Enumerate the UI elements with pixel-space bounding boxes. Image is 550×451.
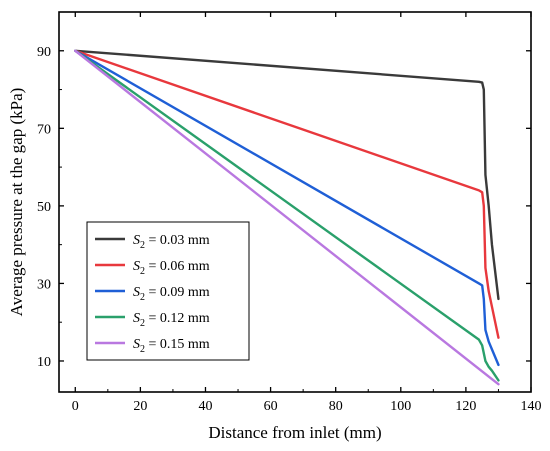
legend-label: S2 = 0.15 mm (133, 337, 210, 355)
plot-area: 0 20 40 60 80 100 120 140 10 30 50 70 90 Distance fro… (7, 11, 542, 442)
y-tick-label: 10 (37, 355, 51, 370)
legend-label: S2 = 0.12 mm (133, 311, 210, 329)
x-tick-label: 100 (390, 399, 411, 414)
y-tick-label: 30 (37, 277, 51, 292)
y-tick-label: 50 (37, 200, 51, 215)
series-line-5 (74, 49, 500, 386)
legend: S2 = 0.03 mm S2 = 0.06 mm S2 = 0.09 mm S2 =… (86, 221, 250, 361)
y-tick-label: 70 (37, 122, 51, 137)
x-tick-label: 80 (329, 399, 343, 414)
series-line-1 (74, 49, 500, 301)
y-tick-label: 90 (37, 45, 51, 60)
x-tick-label: 0 (72, 399, 79, 414)
legend-label: S2 = 0.03 mm (133, 233, 210, 251)
x-tick-label: 120 (455, 399, 476, 414)
x-axis-label: Distance from inlet (mm) (208, 423, 381, 442)
y-axis-label: Average pressure at the gap (kPa) (7, 88, 26, 317)
series-line-3 (74, 49, 500, 367)
plot-frame (58, 11, 532, 393)
legend-label: S2 = 0.06 mm (133, 259, 210, 277)
series-line-2 (74, 49, 500, 339)
x-tick-label: 60 (264, 399, 278, 414)
series-line-4 (74, 49, 500, 382)
x-tick-label: 140 (521, 399, 542, 414)
legend-label: S2 = 0.09 mm (133, 285, 210, 303)
x-tick-label: 40 (198, 399, 212, 414)
x-tick-label: 20 (133, 399, 147, 414)
